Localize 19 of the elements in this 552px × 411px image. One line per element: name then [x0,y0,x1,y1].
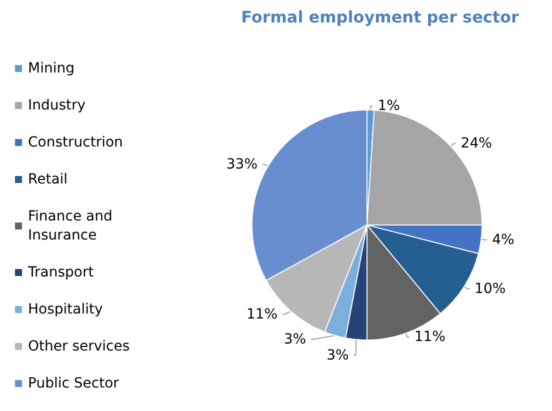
legend-label: Industry [28,98,86,114]
legend-label: Constructrion [28,134,123,150]
data-label: 1% [378,98,400,114]
legend-label: Mining [28,60,74,76]
data-label: 33% [226,156,258,172]
legend-label: Public Sector [28,376,120,392]
data-label: 3% [284,331,306,348]
data-label: 24% [460,135,492,152]
data-label: 11% [414,329,446,346]
legend-label: Finance and Insurance [28,208,117,244]
legend-label: Transport [27,264,94,280]
data-label: 4% [492,232,514,248]
legend-label: Other services [28,338,130,354]
data-label: 11% [246,306,278,322]
legend-label: Hospitality [28,302,103,318]
data-label: 10% [474,280,506,297]
legend-label: Retail [28,172,68,188]
data-label: 3% [326,347,349,364]
chart-title: Formal employment per sector [241,8,520,26]
